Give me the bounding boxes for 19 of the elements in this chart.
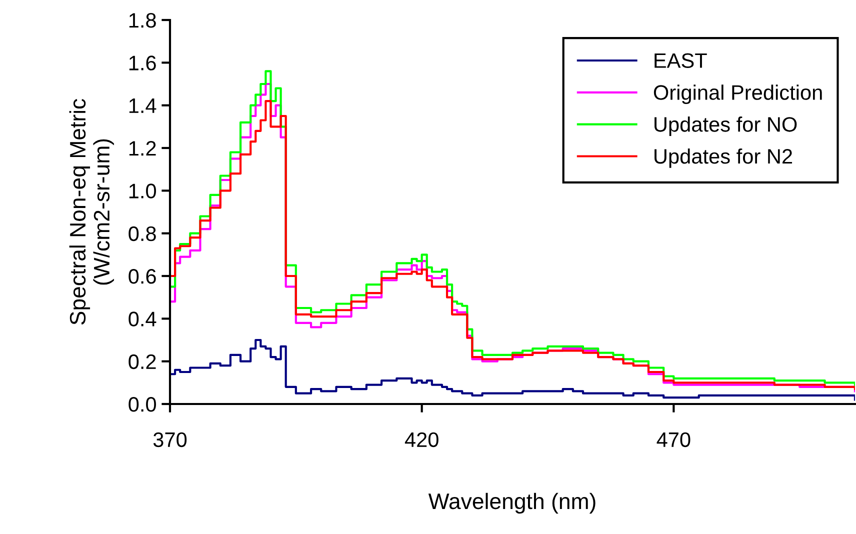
y-tick-label: 1.6: [129, 56, 156, 70]
x-tick-label: 370: [153, 432, 187, 448]
y-tick-label: 1.4: [129, 98, 156, 113]
legend-label: Original Prediction: [654, 84, 822, 104]
y-tick-label: 0.4: [128, 312, 156, 326]
x-tick-label: 470: [656, 432, 690, 448]
y-tick-label: 1.0: [129, 184, 156, 198]
legend-label: EAST: [654, 53, 707, 68]
x-tick-label: 420: [404, 432, 438, 448]
y-tick-label: 0.8: [128, 226, 156, 242]
x-axis-title: Wavelength (nm): [428, 492, 596, 514]
y-tick-label: 0.2: [128, 354, 156, 370]
y-tick-label: 1.2: [129, 141, 156, 156]
y-tick-label: 1.8: [129, 13, 156, 28]
y-tick-label: 0.0: [128, 397, 156, 412]
legend-label: Updates for N2: [654, 148, 792, 168]
y-axis-title: Spectral Non-eq Metric (W/cm2-sr-um): [69, 98, 114, 325]
y-tick-label: 0.6: [128, 269, 156, 284]
legend-label: Updates for NO: [654, 116, 797, 136]
